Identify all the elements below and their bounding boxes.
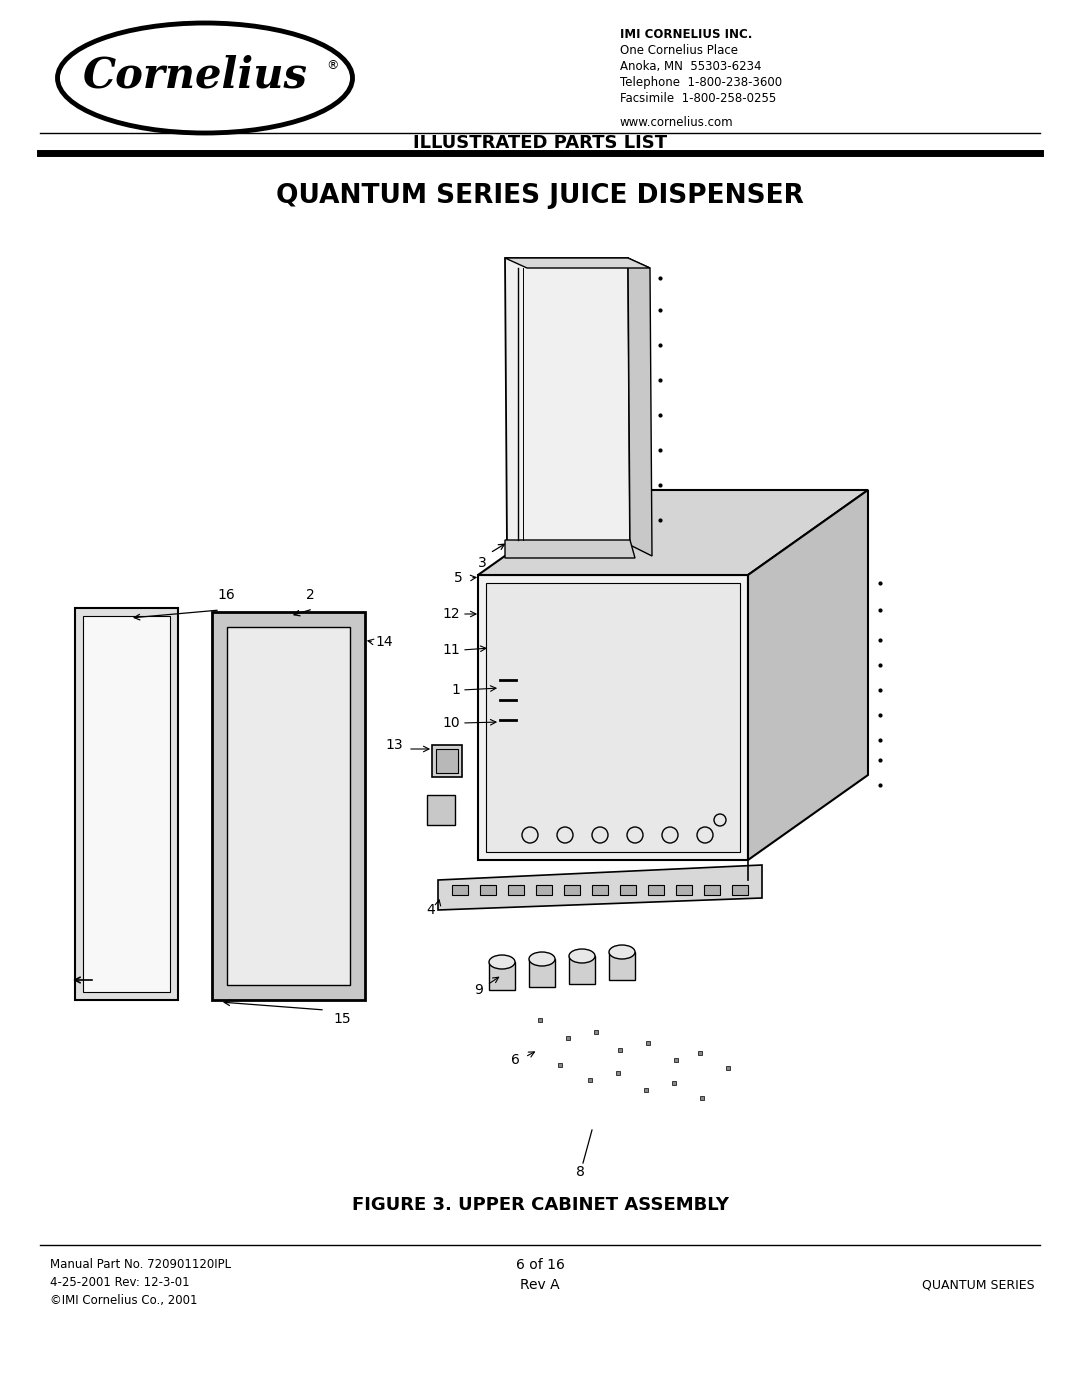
Bar — [432, 745, 462, 777]
Ellipse shape — [57, 22, 352, 133]
Text: Facsimile  1-800-258-0255: Facsimile 1-800-258-0255 — [620, 92, 777, 105]
Text: FIGURE 3. UPPER CABINET ASSEMBLY: FIGURE 3. UPPER CABINET ASSEMBLY — [351, 1196, 729, 1214]
Polygon shape — [438, 865, 762, 909]
Text: 16: 16 — [217, 588, 234, 602]
Text: QUANTUM SERIES JUICE DISPENSER: QUANTUM SERIES JUICE DISPENSER — [276, 183, 804, 210]
Bar — [620, 886, 636, 895]
Text: 15: 15 — [334, 1011, 351, 1025]
Text: Cornelius: Cornelius — [82, 54, 308, 96]
Text: ©IMI Cornelius Co., 2001: ©IMI Cornelius Co., 2001 — [50, 1294, 198, 1308]
Bar — [704, 886, 720, 895]
Ellipse shape — [569, 949, 595, 963]
Bar — [83, 616, 170, 992]
Text: 1: 1 — [451, 683, 460, 697]
Bar — [212, 612, 365, 1000]
Text: 5: 5 — [455, 571, 463, 585]
Bar — [75, 608, 178, 1000]
Text: 6: 6 — [511, 1053, 519, 1067]
Polygon shape — [748, 490, 868, 861]
Bar — [489, 963, 515, 990]
Text: www.cornelius.com: www.cornelius.com — [620, 116, 733, 129]
Bar — [592, 886, 608, 895]
Bar — [427, 795, 455, 826]
Polygon shape — [505, 541, 635, 557]
Text: Telephone  1-800-238-3600: Telephone 1-800-238-3600 — [620, 75, 782, 89]
Polygon shape — [627, 258, 652, 556]
Bar — [564, 886, 580, 895]
Text: IMI CORNELIUS INC.: IMI CORNELIUS INC. — [620, 28, 753, 41]
Bar — [508, 886, 524, 895]
Polygon shape — [505, 258, 650, 268]
Text: QUANTUM SERIES: QUANTUM SERIES — [922, 1278, 1035, 1291]
Text: Anoka, MN  55303-6234: Anoka, MN 55303-6234 — [620, 60, 761, 73]
Bar — [453, 886, 468, 895]
Bar — [227, 627, 350, 985]
Polygon shape — [486, 583, 740, 852]
Bar — [529, 958, 555, 988]
Text: 9: 9 — [474, 983, 483, 997]
Text: 8: 8 — [576, 1165, 584, 1179]
Bar — [478, 576, 748, 861]
Text: 3: 3 — [477, 556, 486, 570]
Text: 14: 14 — [375, 636, 393, 650]
Polygon shape — [505, 258, 630, 548]
Bar — [536, 886, 552, 895]
Bar — [676, 886, 692, 895]
Text: Rev A: Rev A — [521, 1278, 559, 1292]
Text: One Cornelius Place: One Cornelius Place — [620, 43, 738, 57]
Bar — [609, 951, 635, 981]
Bar — [732, 886, 748, 895]
Bar — [648, 886, 664, 895]
Text: 2: 2 — [306, 588, 314, 602]
Bar — [436, 749, 458, 773]
Text: 4-25-2001 Rev: 12-3-01: 4-25-2001 Rev: 12-3-01 — [50, 1275, 190, 1289]
Text: 10: 10 — [443, 717, 460, 731]
Bar — [569, 956, 595, 983]
Text: ®: ® — [327, 60, 339, 73]
Text: Manual Part No. 720901120IPL: Manual Part No. 720901120IPL — [50, 1259, 231, 1271]
Text: 12: 12 — [443, 608, 460, 622]
Text: 13: 13 — [386, 738, 403, 752]
Ellipse shape — [609, 944, 635, 958]
Bar — [480, 886, 496, 895]
Text: 6 of 16: 6 of 16 — [515, 1259, 565, 1273]
Text: 11: 11 — [442, 643, 460, 657]
Text: 4: 4 — [427, 902, 435, 916]
Ellipse shape — [529, 951, 555, 965]
Ellipse shape — [489, 956, 515, 970]
Polygon shape — [478, 490, 868, 576]
Text: ILLUSTRATED PARTS LIST: ILLUSTRATED PARTS LIST — [413, 134, 667, 152]
